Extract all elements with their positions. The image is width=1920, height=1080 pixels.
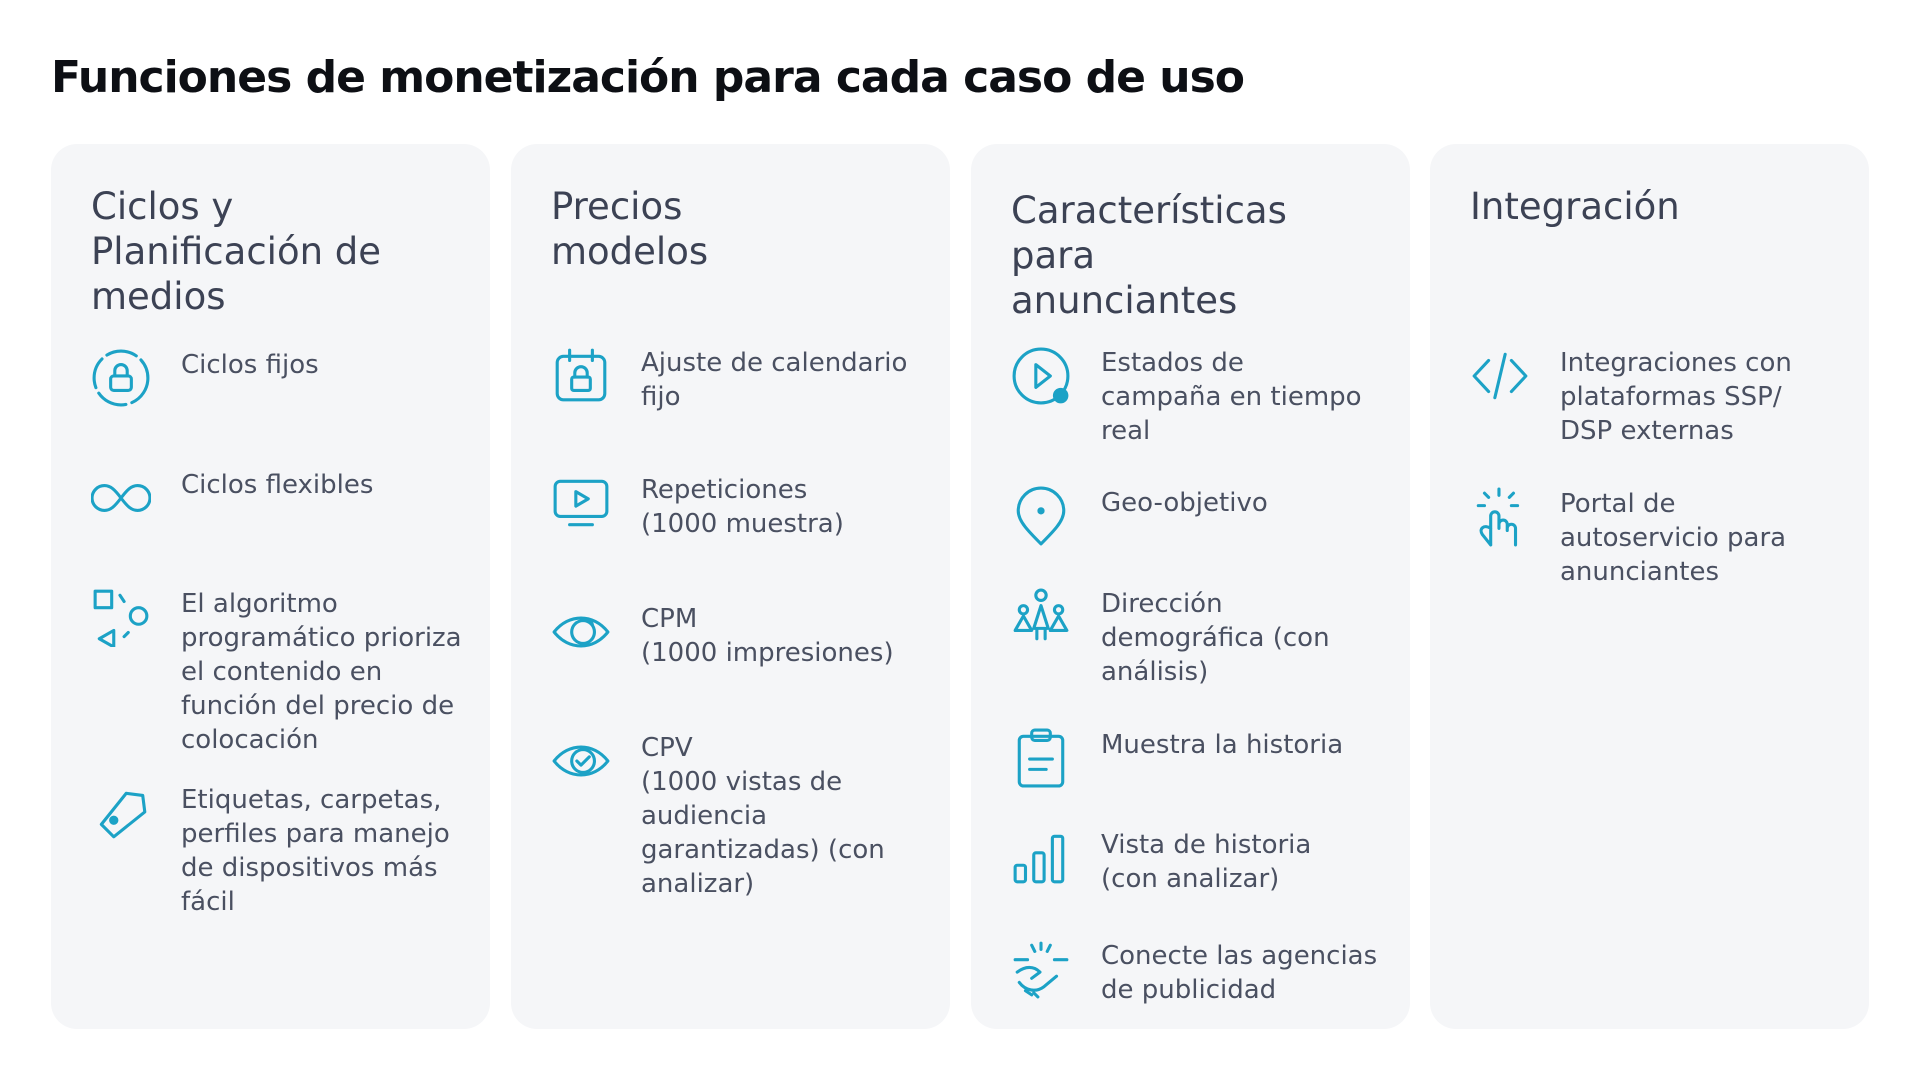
feature-icon xyxy=(1013,941,1069,999)
feature-label: CPV (1000 vistas de audiencia garantizad… xyxy=(641,733,885,899)
feature-label: Muestra la historia xyxy=(1101,730,1344,760)
card: Ciclos y Planificación de medios Ciclos f… xyxy=(51,144,490,1029)
feature-label: Estados de campaña en tiempo real xyxy=(1101,348,1362,446)
page-title: Funciones de monetización para cada caso… xyxy=(51,52,1245,103)
feature-label: Portal de autoservicio para anunciantes xyxy=(1560,489,1787,587)
feature-icon xyxy=(99,791,147,839)
card: Características para anunciantes Estados … xyxy=(971,144,1410,1029)
feature-label: El algoritmo programático prioriza el co… xyxy=(181,589,462,755)
feature-label: Dirección demográfica (con análisis) xyxy=(1101,589,1330,687)
feature-icon xyxy=(1013,588,1069,641)
feature-icon xyxy=(93,589,149,647)
card-heading: Características para anunciantes xyxy=(1011,189,1287,322)
feature-icon xyxy=(1472,352,1528,400)
card-heading: Ciclos y Planificación de medios xyxy=(91,185,382,318)
card-heading: Integración xyxy=(1470,185,1680,228)
feature-label: Repeticiones (1000 muestra) xyxy=(641,475,844,539)
card: Precios modelos Ajuste de calendario fijo… xyxy=(511,144,950,1029)
feature-icon xyxy=(555,348,607,402)
feature-icon xyxy=(1012,347,1070,405)
feature-icon xyxy=(1016,486,1066,546)
feature-icon xyxy=(91,484,151,512)
feature-icon xyxy=(92,349,150,407)
feature-label: Conecte las agencias de publicidad xyxy=(1101,941,1378,1005)
feature-icon xyxy=(1017,728,1065,788)
feature-label: Geo-objetivo xyxy=(1101,488,1268,518)
feature-label: Ciclos flexibles xyxy=(181,470,374,500)
card-heading: Precios modelos xyxy=(551,185,709,273)
feature-icon xyxy=(1013,834,1065,884)
feature-label: Ajuste de calendario fijo xyxy=(641,348,908,412)
feature-label: Integraciones con plataformas SSP/ DSP e… xyxy=(1560,348,1792,446)
feature-label: Etiquetas, carpetas, perfiles para manej… xyxy=(181,785,450,917)
feature-icon xyxy=(552,616,610,648)
feature-label: CPM (1000 impresiones) xyxy=(641,604,894,668)
feature-label: Vista de historia (con analizar) xyxy=(1101,830,1312,894)
feature-icon xyxy=(553,479,609,527)
feature-icon xyxy=(1476,487,1520,547)
feature-label: Ciclos fijos xyxy=(181,350,319,380)
card: Integración Integraciones con plataformas… xyxy=(1430,144,1869,1029)
feature-icon xyxy=(552,745,610,777)
